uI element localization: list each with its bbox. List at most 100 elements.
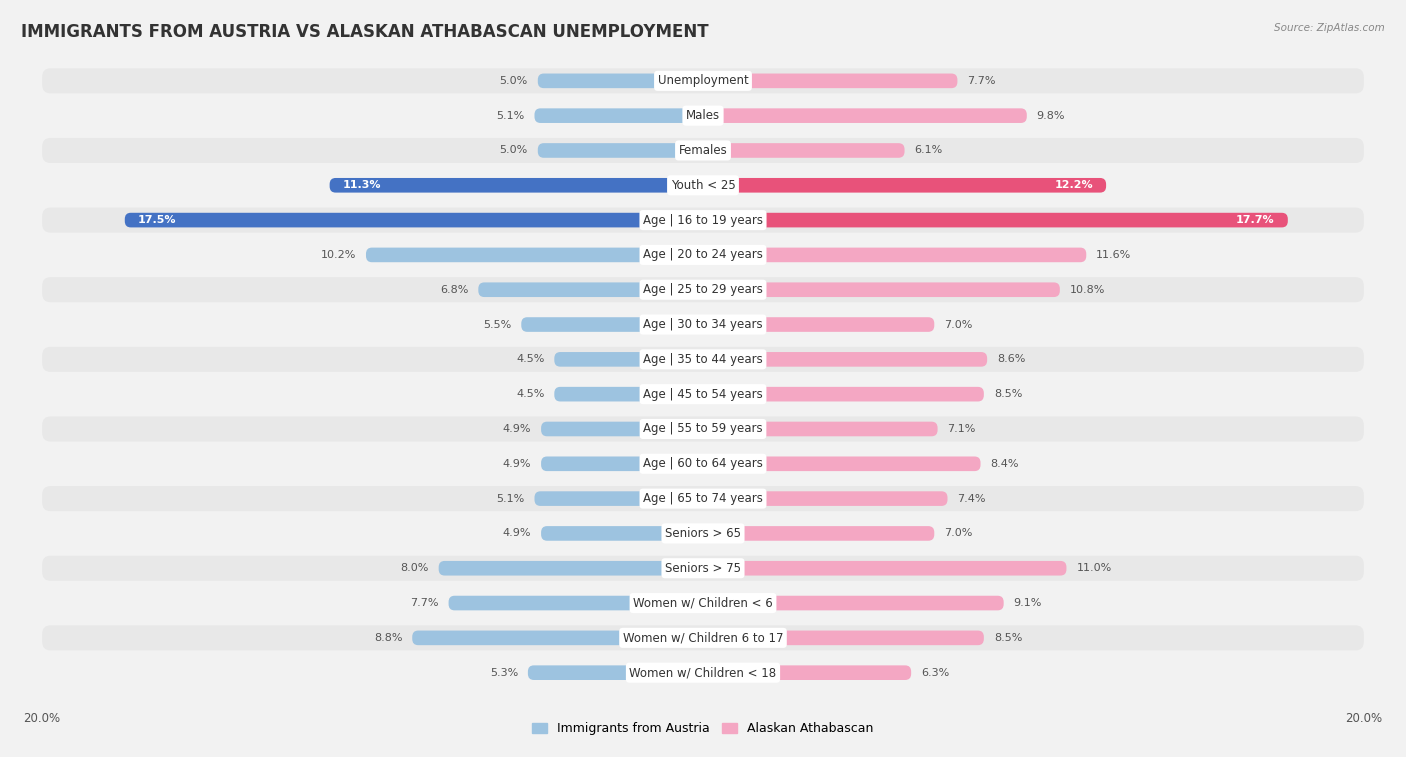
FancyBboxPatch shape [42, 242, 1364, 267]
FancyBboxPatch shape [42, 382, 1364, 407]
FancyBboxPatch shape [703, 317, 934, 332]
Text: 17.7%: 17.7% [1236, 215, 1275, 225]
Text: 8.5%: 8.5% [994, 633, 1022, 643]
Text: Age | 35 to 44 years: Age | 35 to 44 years [643, 353, 763, 366]
Text: Females: Females [679, 144, 727, 157]
Text: 7.0%: 7.0% [945, 319, 973, 329]
FancyBboxPatch shape [703, 73, 957, 88]
Text: IMMIGRANTS FROM AUSTRIA VS ALASKAN ATHABASCAN UNEMPLOYMENT: IMMIGRANTS FROM AUSTRIA VS ALASKAN ATHAB… [21, 23, 709, 41]
FancyBboxPatch shape [703, 108, 1026, 123]
FancyBboxPatch shape [703, 422, 938, 436]
FancyBboxPatch shape [703, 561, 1066, 575]
Text: 5.0%: 5.0% [499, 76, 527, 86]
Text: 7.7%: 7.7% [411, 598, 439, 608]
FancyBboxPatch shape [42, 625, 1364, 650]
Text: 7.7%: 7.7% [967, 76, 995, 86]
FancyBboxPatch shape [42, 138, 1364, 163]
Text: 4.9%: 4.9% [503, 424, 531, 434]
Text: Unemployment: Unemployment [658, 74, 748, 87]
FancyBboxPatch shape [703, 143, 904, 157]
FancyBboxPatch shape [412, 631, 703, 645]
FancyBboxPatch shape [703, 248, 1087, 262]
FancyBboxPatch shape [439, 561, 703, 575]
FancyBboxPatch shape [703, 456, 980, 471]
FancyBboxPatch shape [703, 352, 987, 366]
FancyBboxPatch shape [42, 590, 1364, 615]
Text: 10.8%: 10.8% [1070, 285, 1105, 294]
Legend: Immigrants from Austria, Alaskan Athabascan: Immigrants from Austria, Alaskan Athabas… [527, 717, 879, 740]
Text: Age | 65 to 74 years: Age | 65 to 74 years [643, 492, 763, 505]
Text: Seniors > 65: Seniors > 65 [665, 527, 741, 540]
FancyBboxPatch shape [42, 312, 1364, 337]
Text: 6.8%: 6.8% [440, 285, 468, 294]
Text: 5.1%: 5.1% [496, 111, 524, 120]
FancyBboxPatch shape [703, 178, 1107, 192]
Text: Males: Males [686, 109, 720, 122]
FancyBboxPatch shape [534, 108, 703, 123]
FancyBboxPatch shape [537, 73, 703, 88]
FancyBboxPatch shape [366, 248, 703, 262]
Text: 6.3%: 6.3% [921, 668, 949, 678]
Text: Women w/ Children < 18: Women w/ Children < 18 [630, 666, 776, 679]
FancyBboxPatch shape [42, 68, 1364, 93]
Text: 7.0%: 7.0% [945, 528, 973, 538]
Text: Age | 60 to 64 years: Age | 60 to 64 years [643, 457, 763, 470]
FancyBboxPatch shape [125, 213, 703, 227]
FancyBboxPatch shape [703, 387, 984, 401]
Text: 6.1%: 6.1% [914, 145, 942, 155]
Text: 9.1%: 9.1% [1014, 598, 1042, 608]
Text: 5.3%: 5.3% [489, 668, 517, 678]
FancyBboxPatch shape [42, 451, 1364, 476]
FancyBboxPatch shape [554, 352, 703, 366]
FancyBboxPatch shape [42, 660, 1364, 685]
Text: 4.9%: 4.9% [503, 459, 531, 469]
Text: 8.5%: 8.5% [994, 389, 1022, 399]
Text: 12.2%: 12.2% [1054, 180, 1092, 190]
FancyBboxPatch shape [449, 596, 703, 610]
Text: Youth < 25: Youth < 25 [671, 179, 735, 192]
Text: 11.0%: 11.0% [1077, 563, 1112, 573]
Text: 5.0%: 5.0% [499, 145, 527, 155]
FancyBboxPatch shape [541, 526, 703, 540]
Text: 7.4%: 7.4% [957, 494, 986, 503]
FancyBboxPatch shape [554, 387, 703, 401]
Text: Source: ZipAtlas.com: Source: ZipAtlas.com [1274, 23, 1385, 33]
Text: Age | 20 to 24 years: Age | 20 to 24 years [643, 248, 763, 261]
FancyBboxPatch shape [42, 416, 1364, 441]
Text: 10.2%: 10.2% [321, 250, 356, 260]
FancyBboxPatch shape [42, 521, 1364, 546]
Text: Age | 30 to 34 years: Age | 30 to 34 years [643, 318, 763, 331]
Text: 5.1%: 5.1% [496, 494, 524, 503]
Text: Age | 45 to 54 years: Age | 45 to 54 years [643, 388, 763, 400]
Text: 8.0%: 8.0% [401, 563, 429, 573]
FancyBboxPatch shape [522, 317, 703, 332]
Text: 17.5%: 17.5% [138, 215, 177, 225]
Text: Women w/ Children < 6: Women w/ Children < 6 [633, 597, 773, 609]
FancyBboxPatch shape [703, 282, 1060, 297]
FancyBboxPatch shape [42, 277, 1364, 302]
FancyBboxPatch shape [42, 207, 1364, 232]
FancyBboxPatch shape [703, 213, 1288, 227]
FancyBboxPatch shape [537, 143, 703, 157]
Text: 8.8%: 8.8% [374, 633, 402, 643]
Text: 7.1%: 7.1% [948, 424, 976, 434]
FancyBboxPatch shape [42, 556, 1364, 581]
FancyBboxPatch shape [42, 103, 1364, 128]
FancyBboxPatch shape [703, 631, 984, 645]
FancyBboxPatch shape [329, 178, 703, 192]
FancyBboxPatch shape [541, 456, 703, 471]
FancyBboxPatch shape [541, 422, 703, 436]
FancyBboxPatch shape [703, 665, 911, 680]
Text: 8.6%: 8.6% [997, 354, 1025, 364]
FancyBboxPatch shape [42, 486, 1364, 511]
Text: Age | 25 to 29 years: Age | 25 to 29 years [643, 283, 763, 296]
FancyBboxPatch shape [42, 173, 1364, 198]
Text: Age | 16 to 19 years: Age | 16 to 19 years [643, 213, 763, 226]
Text: 8.4%: 8.4% [990, 459, 1019, 469]
FancyBboxPatch shape [42, 347, 1364, 372]
Text: 4.5%: 4.5% [516, 354, 544, 364]
FancyBboxPatch shape [527, 665, 703, 680]
Text: Seniors > 75: Seniors > 75 [665, 562, 741, 575]
Text: 9.8%: 9.8% [1036, 111, 1066, 120]
Text: Women w/ Children 6 to 17: Women w/ Children 6 to 17 [623, 631, 783, 644]
